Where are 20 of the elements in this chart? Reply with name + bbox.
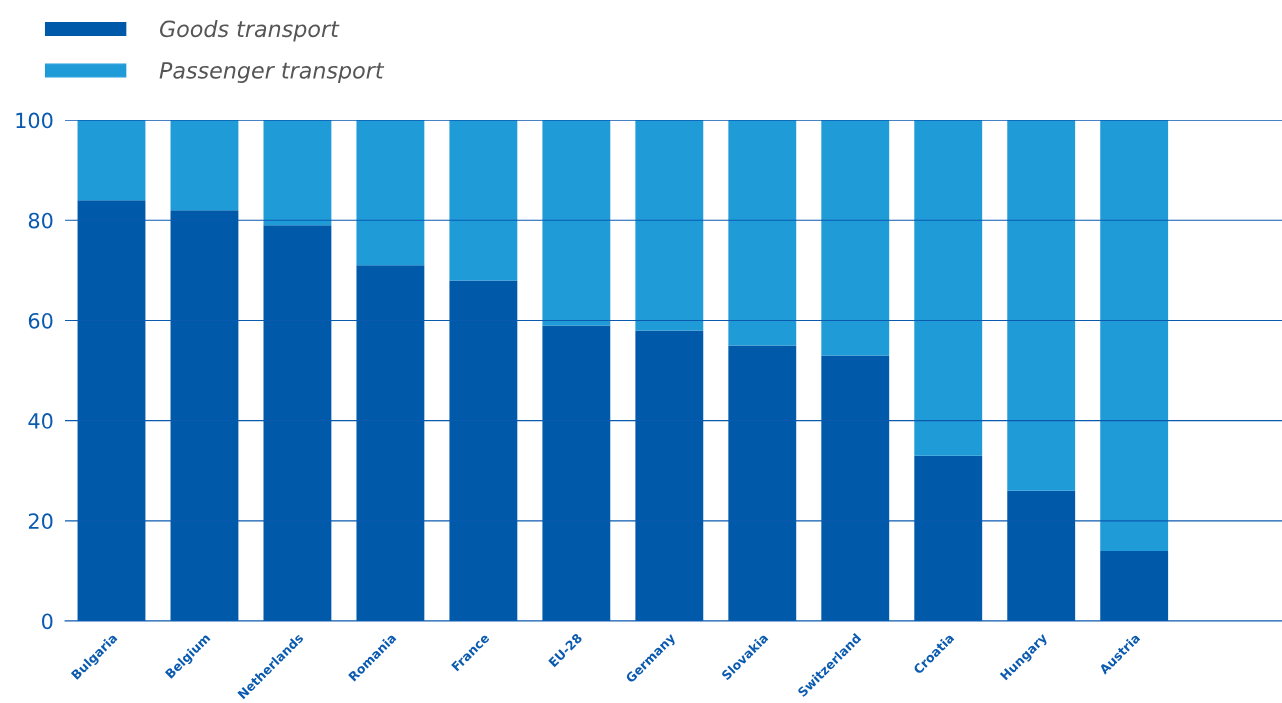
y-tick-label: 20 (28, 513, 53, 530)
bar (1100, 120, 1169, 551)
bar (728, 120, 797, 346)
bar (170, 120, 239, 211)
y-tick-label: 100 (16, 112, 53, 129)
bar (1007, 120, 1076, 491)
bar (77, 120, 146, 201)
legend-label: Goods transport (159, 20, 340, 42)
legend-label: Passenger transport (159, 62, 385, 84)
y-tick-label: 0 (42, 613, 53, 630)
y-tick-label: 60 (28, 312, 53, 329)
bar (449, 120, 518, 281)
bar (356, 120, 425, 266)
y-tick-label: 80 (28, 212, 53, 229)
bar (542, 120, 611, 326)
y-tick-label: 40 (28, 413, 53, 429)
bar (263, 120, 332, 226)
bar (821, 120, 890, 356)
bar (635, 120, 704, 331)
bar (914, 120, 983, 456)
